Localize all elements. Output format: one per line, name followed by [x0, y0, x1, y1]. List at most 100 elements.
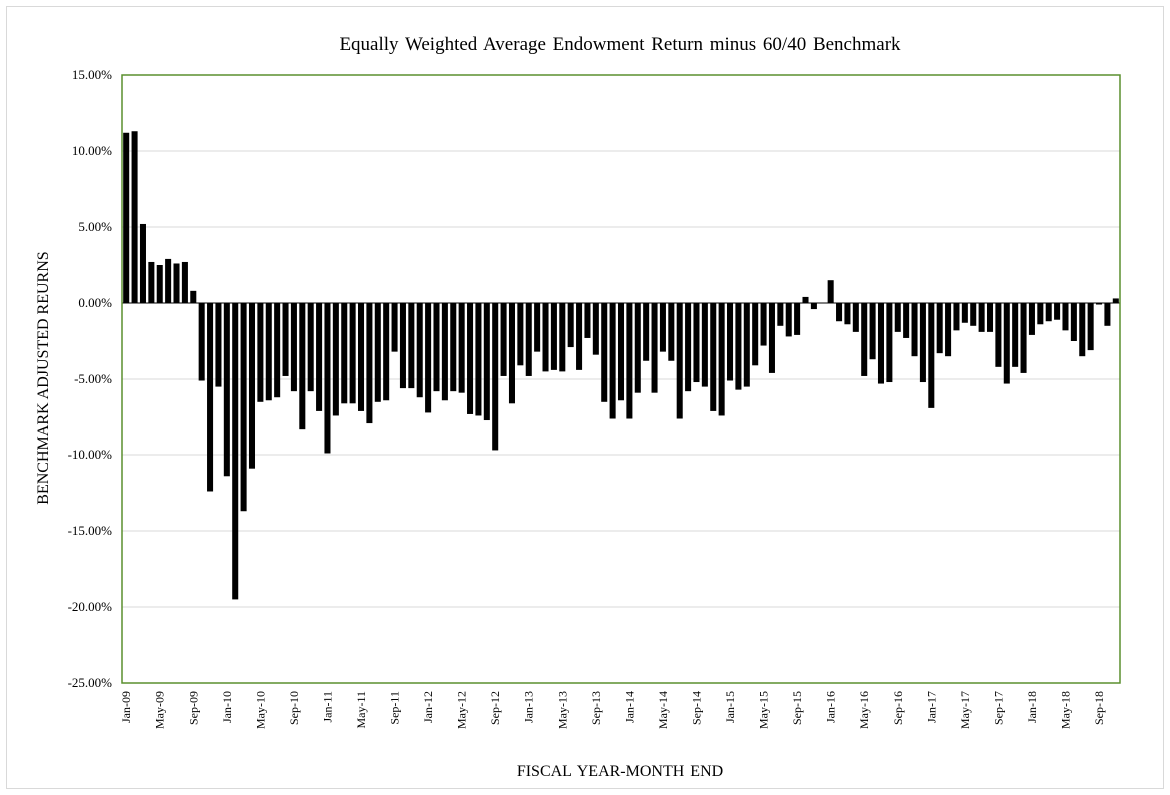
bar: [165, 258, 172, 303]
bar: [290, 303, 297, 392]
bar: [861, 303, 868, 376]
bar: [827, 280, 834, 303]
bar: [257, 303, 264, 402]
bar: [852, 303, 859, 332]
x-tick-label: Sep-15: [790, 691, 804, 725]
bar: [986, 303, 994, 332]
bar: [1087, 303, 1094, 351]
bar: [450, 303, 457, 392]
x-tick-label: Jan-14: [622, 691, 636, 723]
x-tick-label: Sep-10: [287, 691, 301, 725]
bar: [961, 303, 968, 323]
x-tick-label: Sep-12: [488, 691, 502, 725]
x-tick-label: May-17: [958, 691, 972, 729]
bar: [617, 303, 625, 401]
bar: [743, 303, 750, 387]
bar: [1012, 303, 1019, 367]
bars: [123, 131, 1119, 600]
x-tick-label: Sep-18: [1092, 691, 1106, 725]
x-tick-label: Sep-17: [991, 691, 1005, 725]
bar: [634, 303, 641, 393]
bar: [693, 303, 700, 383]
bar: [802, 296, 809, 303]
y-tick-labels: 15.00% 10.00% 5.00% 0.00% -5.00% -10.00% -15.0…: [68, 67, 113, 690]
x-tick-label: May-18: [1058, 691, 1072, 729]
x-tick-label: Sep-13: [589, 691, 603, 725]
bar: [727, 303, 734, 381]
bar: [383, 303, 390, 401]
x-axis-label: FISCAL YEAR-MONTH END: [516, 763, 724, 780]
bar: [701, 303, 708, 387]
x-tick-label: May-16: [857, 691, 871, 729]
bar: [483, 303, 490, 421]
bar: [911, 303, 918, 357]
bar: [928, 303, 935, 408]
bar: [919, 303, 926, 383]
y-tick-label: -20.00%: [68, 599, 113, 614]
bar: [903, 303, 910, 338]
bar: [844, 303, 851, 325]
bar: [1037, 303, 1044, 325]
bar: [316, 303, 323, 411]
bar: [341, 303, 348, 404]
bar: [207, 303, 214, 492]
bar: [1045, 303, 1052, 322]
bar: [836, 303, 843, 322]
bar: [659, 303, 666, 352]
bar: [735, 303, 742, 390]
bar: [1028, 303, 1035, 335]
bar: [139, 223, 146, 303]
x-tick-label: Sep-11: [388, 691, 402, 725]
bar: [609, 303, 616, 419]
bar: [886, 303, 893, 383]
bar: [819, 303, 826, 304]
x-tick-label: Sep-14: [689, 691, 703, 725]
bar: [1070, 303, 1077, 341]
bar: [357, 303, 365, 411]
x-tick-label: May-14: [656, 691, 670, 729]
bar: [408, 303, 415, 389]
bar: [248, 303, 256, 469]
bar: [366, 303, 373, 424]
bar: [332, 303, 339, 416]
bar: [1003, 303, 1010, 384]
x-tick-label: Jan-16: [824, 691, 838, 723]
bar: [265, 303, 272, 401]
bar: [1079, 303, 1086, 357]
bar: [181, 261, 188, 303]
x-tick-label: May-10: [253, 691, 267, 729]
bar: [651, 303, 658, 393]
bar: [500, 303, 507, 376]
chart-frame: [6, 6, 1164, 789]
bar: [215, 303, 222, 387]
bar: [592, 303, 599, 355]
bar: [945, 303, 952, 357]
bar: [517, 303, 524, 366]
bar: [718, 303, 725, 416]
y-tick-label: 5.00%: [78, 219, 112, 234]
chart-title: Equally Weighted Average Endowment Retur…: [339, 34, 901, 55]
x-tick-label: May-11: [354, 691, 368, 729]
bar: [173, 263, 180, 303]
bar: [978, 303, 985, 332]
bar: [467, 303, 474, 414]
bar: [601, 303, 608, 402]
bar: [559, 303, 566, 372]
y-tick-label: 10.00%: [72, 143, 112, 158]
x-tick-label: Jan-09: [119, 691, 133, 723]
bar: [894, 303, 901, 332]
x-tick-label: Jan-11: [320, 691, 334, 723]
x-tick-label: Jan-15: [723, 691, 737, 723]
bar: [810, 303, 817, 310]
bar: [1096, 303, 1103, 305]
bar: [752, 303, 759, 366]
x-tick-label: Jan-13: [522, 691, 536, 723]
y-tick-label: -25.00%: [68, 675, 113, 690]
bar: [953, 303, 960, 331]
x-tick-label: Jan-18: [1025, 691, 1039, 723]
bar: [534, 303, 541, 352]
bar: [299, 303, 306, 430]
bar: [643, 303, 650, 361]
bar: [794, 303, 801, 335]
